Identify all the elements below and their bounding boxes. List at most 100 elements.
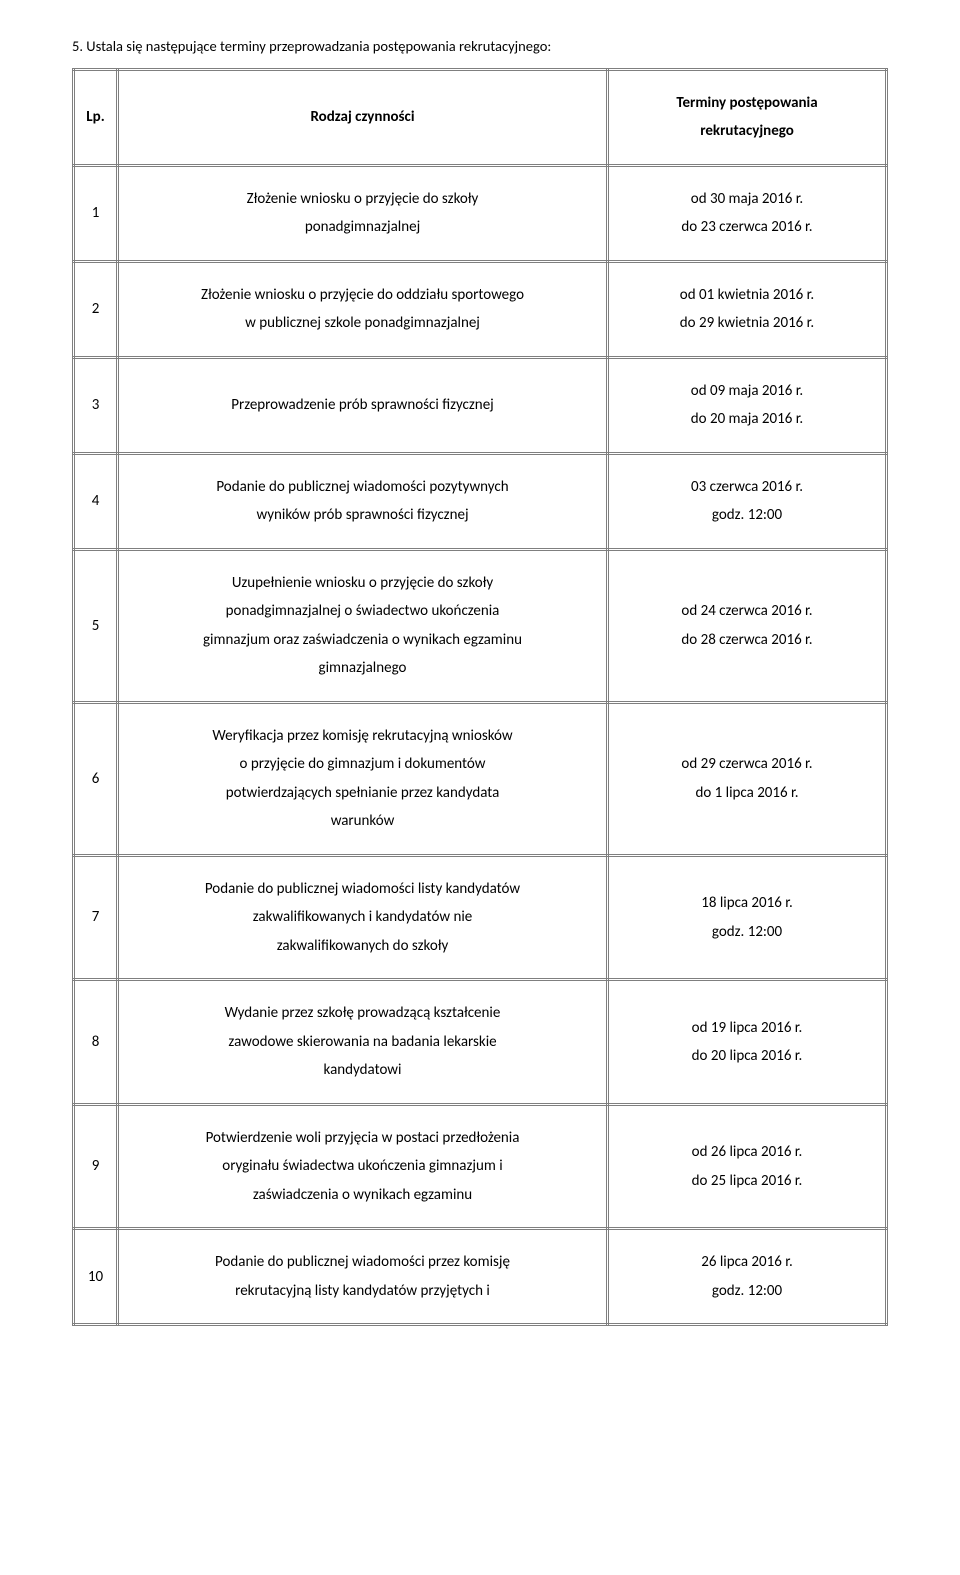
table-header-row: Lp. Rodzaj czynności Terminy postępowani… [74, 69, 887, 165]
activity-line: zawodowe skierowania na badania lekarski… [228, 1028, 496, 1057]
cell-activity: Przeprowadzenie prób sprawności fizyczne… [118, 357, 608, 453]
activity-line: Potwierdzenie woli przyjęcia w postaci p… [206, 1124, 520, 1153]
activity-line: rekrutacyjną listy kandydatów przyjętych… [235, 1277, 490, 1306]
cell-activity: Uzupełnienie wniosku o przyjęcie do szko… [118, 549, 608, 702]
activity-line: Złożenie wniosku o przyjęcie do szkoły [247, 185, 479, 214]
activity-line: gimnazjum oraz zaświadczenia o wynikach … [203, 626, 522, 655]
terms-line: do 29 kwietnia 2016 r. [680, 309, 814, 338]
table-row: 2 Złożenie wniosku o przyjęcie do oddział… [74, 261, 887, 357]
header-terms-line2: rekrutacyjnego [700, 117, 794, 146]
cell-terms: od 26 lipca 2016 r.do 25 lipca 2016 r. [608, 1104, 887, 1229]
table-row: 3 Przeprowadzenie prób sprawności fizyczn… [74, 357, 887, 453]
activity-line: Wydanie przez szkołę prowadzącą kształce… [225, 999, 501, 1028]
cell-activity: Podanie do publicznej wiadomości listy k… [118, 855, 608, 980]
lp-value: 3 [92, 391, 100, 420]
terms-line: do 28 czerwca 2016 r. [681, 626, 812, 655]
cell-lp: 7 [74, 855, 118, 980]
cell-terms: od 09 maja 2016 r.do 20 maja 2016 r. [608, 357, 887, 453]
cell-lp: 9 [74, 1104, 118, 1229]
cell-activity: Potwierdzenie woli przyjęcia w postaci p… [118, 1104, 608, 1229]
cell-terms: od 24 czerwca 2016 r.do 28 czerwca 2016 … [608, 549, 887, 702]
terms-line: od 24 czerwca 2016 r. [681, 597, 812, 626]
section-heading: 5. Ustala się następujące terminy przepr… [72, 36, 888, 58]
cell-activity: Złożenie wniosku o przyjęcie do oddziału… [118, 261, 608, 357]
activity-line: Weryfikacja przez komisję rekrutacyjną w… [212, 722, 512, 751]
activity-line: ponadgimnazjalnej o świadectwo ukończeni… [226, 597, 500, 626]
cell-terms: od 30 maja 2016 r.do 23 czerwca 2016 r. [608, 165, 887, 261]
lp-value: 9 [92, 1152, 100, 1181]
activity-line: warunków [331, 807, 395, 836]
activity-line: oryginału świadectwa ukończenia gimnazju… [222, 1152, 502, 1181]
terms-line: od 01 kwietnia 2016 r. [680, 281, 814, 310]
activity-line: Podanie do publicznej wiadomości listy k… [205, 875, 520, 904]
header-activity: Rodzaj czynności [118, 69, 608, 165]
terms-line: do 20 lipca 2016 r. [692, 1042, 803, 1071]
cell-terms: 26 lipca 2016 r.godz. 12:00 [608, 1229, 887, 1325]
cell-lp: 1 [74, 165, 118, 261]
activity-line: Podanie do publicznej wiadomości przez k… [215, 1248, 510, 1277]
terms-line: 18 lipca 2016 r. [701, 889, 792, 918]
table-row: 9 Potwierdzenie woli przyjęcia w postaci … [74, 1104, 887, 1229]
table-body: 1Złożenie wniosku o przyjęcie do szkołyp… [74, 165, 887, 1325]
table-row: 7 Podanie do publicznej wiadomości listy … [74, 855, 887, 980]
cell-terms: od 19 lipca 2016 r.do 20 lipca 2016 r. [608, 980, 887, 1105]
lp-value: 7 [92, 903, 100, 932]
cell-terms: od 01 kwietnia 2016 r.do 29 kwietnia 201… [608, 261, 887, 357]
terms-line: do 23 czerwca 2016 r. [681, 213, 812, 242]
activity-line: zakwalifikowanych do szkoły [277, 932, 449, 961]
activity-line: ponadgimnazjalnej [305, 213, 420, 242]
header-terms: Terminy postępowania rekrutacyjnego [608, 69, 887, 165]
terms-line: 03 czerwca 2016 r. [691, 473, 803, 502]
cell-terms: od 29 czerwca 2016 r.do 1 lipca 2016 r. [608, 702, 887, 855]
schedule-table: Lp. Rodzaj czynności Terminy postępowani… [72, 68, 888, 1327]
cell-terms: 18 lipca 2016 r.godz. 12:00 [608, 855, 887, 980]
cell-lp: 2 [74, 261, 118, 357]
table-row: 6 Weryfikacja przez komisję rekrutacyjną … [74, 702, 887, 855]
activity-line: wyników prób sprawności fizycznej [256, 501, 468, 530]
activity-line: Złożenie wniosku o przyjęcie do oddziału… [201, 281, 524, 310]
terms-line: od 19 lipca 2016 r. [692, 1014, 803, 1043]
lp-value: 1 [92, 199, 100, 228]
table-row: 1 Złożenie wniosku o przyjęcie do szkołyp… [74, 165, 887, 261]
terms-line: 26 lipca 2016 r. [701, 1248, 792, 1277]
activity-line: zaświadczenia o wynikach egzaminu [253, 1181, 472, 1210]
activity-line: Przeprowadzenie prób sprawności fizyczne… [231, 391, 494, 420]
table-row: 10 Podanie do publicznej wiadomości przez… [74, 1229, 887, 1325]
lp-value: 6 [92, 765, 100, 794]
terms-line: godz. 12:00 [712, 918, 782, 947]
header-terms-line1: Terminy postępowania [676, 89, 817, 118]
activity-line: zakwalifikowanych i kandydatów nie [253, 903, 472, 932]
activity-line: kandydatowi [324, 1056, 402, 1085]
activity-line: gimnazjalnego [319, 654, 407, 683]
cell-activity: Weryfikacja przez komisję rekrutacyjną w… [118, 702, 608, 855]
terms-line: godz. 12:00 [712, 501, 782, 530]
terms-line: do 20 maja 2016 r. [691, 405, 803, 434]
terms-line: do 1 lipca 2016 r. [695, 779, 798, 808]
table-row: 8 Wydanie przez szkołę prowadzącą kształc… [74, 980, 887, 1105]
table-row: 4Podanie do publicznej wiadomości pozyty… [74, 453, 887, 549]
terms-line: do 25 lipca 2016 r. [692, 1167, 803, 1196]
cell-terms: 03 czerwca 2016 r.godz. 12:00 [608, 453, 887, 549]
lp-value: 10 [88, 1263, 103, 1292]
header-lp-text: Lp. [86, 103, 104, 132]
cell-lp: 4 [74, 453, 118, 549]
terms-line: od 26 lipca 2016 r. [692, 1138, 803, 1167]
cell-lp: 8 [74, 980, 118, 1105]
cell-lp: 3 [74, 357, 118, 453]
activity-line: Uzupełnienie wniosku o przyjęcie do szko… [232, 569, 493, 598]
terms-line: od 30 maja 2016 r. [691, 185, 803, 214]
header-activity-text: Rodzaj czynności [310, 103, 414, 132]
cell-activity: Złożenie wniosku o przyjęcie do szkołypo… [118, 165, 608, 261]
activity-line: w publicznej szkole ponadgimnazjalnej [245, 309, 480, 338]
activity-line: o przyjęcie do gimnazjum i dokumentów [240, 750, 486, 779]
cell-activity: Wydanie przez szkołę prowadzącą kształce… [118, 980, 608, 1105]
lp-value: 5 [92, 612, 100, 641]
cell-lp: 5 [74, 549, 118, 702]
activity-line: potwierdzających spełnianie przez kandyd… [226, 779, 500, 808]
terms-line: godz. 12:00 [712, 1277, 782, 1306]
cell-activity: Podanie do publicznej wiadomości pozytyw… [118, 453, 608, 549]
terms-line: od 09 maja 2016 r. [691, 377, 803, 406]
lp-value: 2 [92, 295, 100, 324]
lp-value: 8 [92, 1028, 100, 1057]
cell-lp: 10 [74, 1229, 118, 1325]
